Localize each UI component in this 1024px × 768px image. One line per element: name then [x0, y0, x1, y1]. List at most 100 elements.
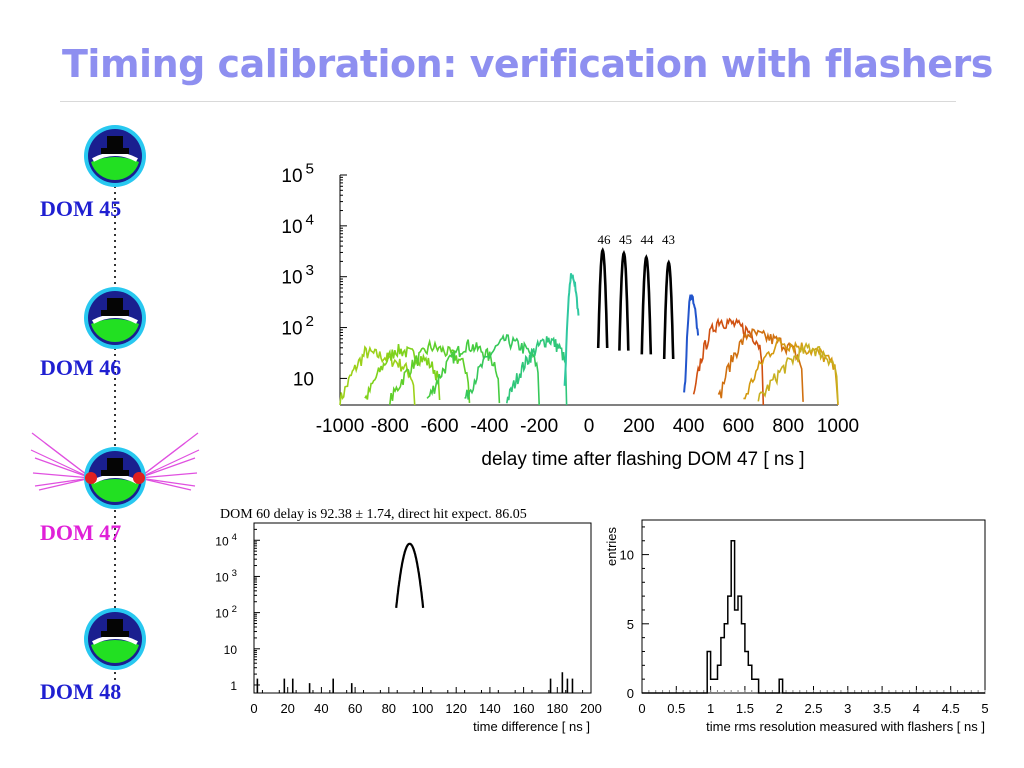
main-x-tick-label: 400: [673, 416, 705, 437]
dom60-x-tick-label: 140: [479, 701, 501, 716]
main-peak-label: 43: [662, 232, 675, 247]
dom60-x-tick-label: 160: [513, 701, 535, 716]
dom60-x-tick-label: 100: [412, 701, 434, 716]
dom-45-label: DOM 45: [40, 196, 122, 221]
dom-pmt-hemisphere: [91, 640, 139, 663]
main-black-peak: [640, 254, 653, 355]
dom-mainboard: [107, 619, 123, 633]
rms-x-tick-label: 3: [844, 701, 851, 716]
rms-plot-frame: [641, 519, 986, 694]
flasher-led: [133, 472, 145, 484]
rms-x-tick-label: 0.5: [667, 701, 685, 716]
flash-ray: [44, 442, 92, 479]
dom60-y-tick-label: 1: [230, 679, 237, 693]
dom-48-label: DOM 48: [40, 679, 122, 704]
rms-histogram-outline: [642, 540, 985, 694]
rms-x-tick-label: 2: [776, 701, 783, 716]
main-black-peak: [596, 247, 609, 349]
main-y-tick-label: 10 3: [281, 262, 314, 289]
rms-y-tick-label: 0: [627, 686, 634, 701]
main-x-tick-label: 200: [623, 416, 655, 437]
flasher-led: [85, 472, 97, 484]
main-x-tick-label: -1000: [316, 416, 365, 437]
dom-board-base: [101, 631, 129, 637]
dom-pmt-hemisphere: [91, 157, 139, 180]
dom60-x-tick-label: 80: [382, 701, 396, 716]
main-x-tick-label: 1000: [817, 416, 859, 437]
main-y-tick-label: 10 5: [281, 160, 314, 187]
rms-x-tick-label: 1: [707, 701, 714, 716]
dom60-peak-curve: [395, 542, 425, 609]
rms-y-tick-label: 10: [620, 548, 634, 563]
main-black-peak: [618, 250, 630, 351]
main-peak-label: 44: [641, 232, 655, 247]
dom-sphere-icon: [84, 125, 146, 187]
main-background-curve: [389, 338, 471, 406]
dom-47-label: DOM 47: [40, 520, 122, 545]
rms-x-tick-label: 3.5: [873, 701, 891, 716]
rms-y-axis-label: entries: [604, 526, 619, 566]
dom60-y-tick-label: 10 4: [215, 532, 237, 548]
main-background-curve: [464, 333, 540, 406]
rms-x-tick-label: 2.5: [804, 701, 822, 716]
dom-board-base: [101, 310, 129, 316]
main-background-curve: [506, 336, 568, 406]
flash-ray: [138, 457, 196, 479]
flash-ray: [34, 457, 92, 479]
main-background-curve: [757, 341, 839, 404]
main-colored-peak: [563, 273, 580, 386]
main-peak-label: 46: [598, 232, 612, 247]
main-background-curve: [426, 339, 501, 404]
main-x-tick-label: -800: [371, 416, 409, 437]
main-background-curve: [339, 345, 416, 406]
title-divider: [60, 101, 956, 102]
flash-ray: [32, 472, 92, 479]
rms-x-tick-label: 5: [981, 701, 988, 716]
main-x-tick-label: -400: [470, 416, 508, 437]
dom60-x-tick-label: 120: [445, 701, 467, 716]
flash-ray: [38, 477, 92, 491]
flash-ray: [138, 449, 200, 479]
main-y-tick-label: 10 2: [281, 313, 314, 340]
flasher-rays-icon: [30, 432, 200, 491]
rms-x-tick-label: 0: [638, 701, 645, 716]
main-x-tick-label: 800: [772, 416, 804, 437]
dom-sphere-icon: [84, 608, 146, 670]
flash-ray: [30, 449, 92, 479]
rms-x-tick-label: 4.5: [942, 701, 960, 716]
main-y-tick-label: 10: [293, 369, 314, 390]
main-x-axis-label: delay time after flashing DOM 47 [ ns ]: [481, 449, 804, 470]
main-x-tick-label: 600: [723, 416, 755, 437]
dom-board-base: [101, 148, 129, 154]
rms-x-axis-label: time rms resolution measured with flashe…: [706, 719, 985, 734]
dom60-y-tick-label: 10 3: [215, 568, 237, 584]
flash-ray: [34, 477, 92, 487]
main-x-tick-label: -200: [520, 416, 558, 437]
rms-x-tick-label: 4: [913, 701, 920, 716]
dom60-x-tick-label: 20: [280, 701, 294, 716]
dom-pmt-hemisphere: [91, 479, 139, 502]
dom-46-label: DOM 46: [40, 355, 122, 380]
flash-ray: [138, 477, 192, 491]
dom-sphere-icon: [84, 447, 146, 509]
dom60-x-tick-label: 0: [250, 701, 257, 716]
dom-board-base: [101, 470, 129, 476]
dom-mainboard: [107, 136, 123, 150]
main-background-curve: [743, 337, 839, 406]
main-colored-peak: [683, 293, 700, 393]
dom60-x-axis-label: time difference [ ns ]: [473, 719, 590, 734]
dom60-x-tick-label: 40: [314, 701, 328, 716]
dom-sphere-icon: [84, 287, 146, 349]
flash-ray: [138, 472, 198, 479]
dom60-chart-title: DOM 60 delay is 92.38 ± 1.74, direct hit…: [220, 507, 527, 522]
dom60-x-tick-label: 180: [546, 701, 568, 716]
dom-mainboard: [107, 458, 123, 472]
dom-mainboard: [107, 298, 123, 312]
main-y-tick-label: 10 4: [281, 211, 314, 238]
dom60-x-tick-label: 60: [348, 701, 362, 716]
main-x-tick-label: 0: [584, 416, 595, 437]
